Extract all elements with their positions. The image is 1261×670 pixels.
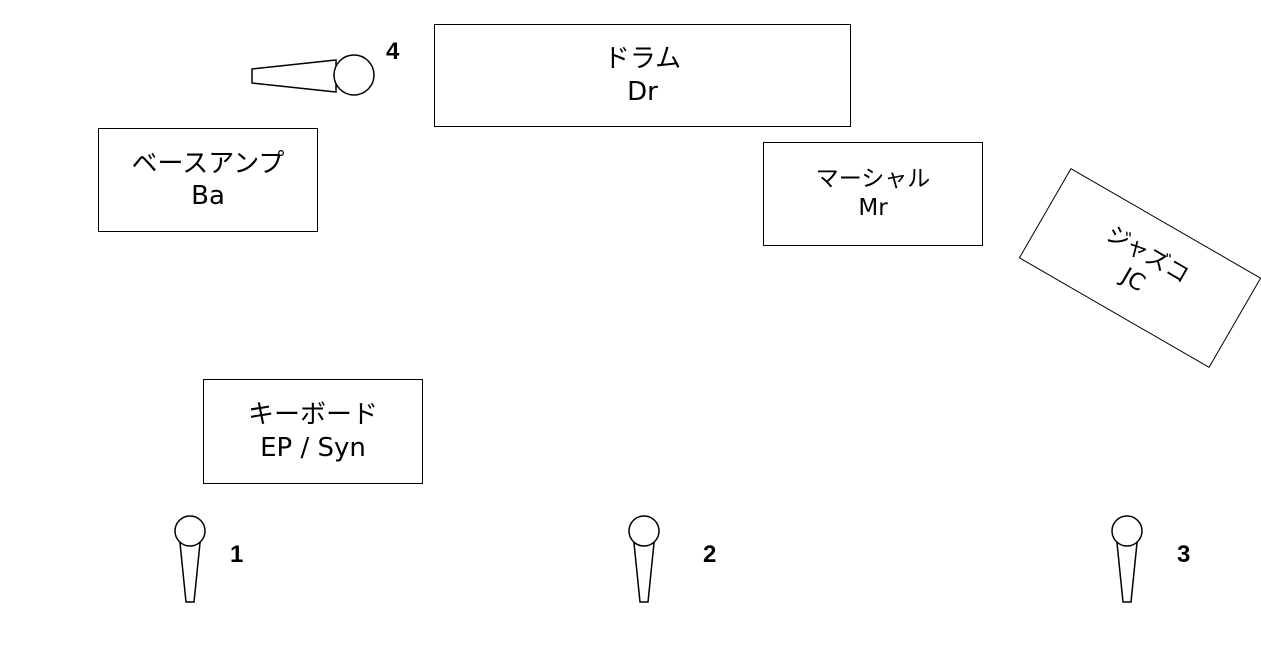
jazz-chorus-label-jp: ジャズコ xyxy=(1101,221,1194,290)
microphone-3-number: 3 xyxy=(1177,541,1191,568)
microphone-4-icon xyxy=(250,52,380,100)
microphone-1-icon xyxy=(172,515,208,605)
bass-amp-box: ベースアンプ Ba xyxy=(98,128,318,232)
drum-label-en: Dr xyxy=(627,76,658,107)
bass-amp-label-en: Ba xyxy=(191,181,225,211)
keyboard-label-en: EP / Syn xyxy=(260,432,366,463)
marshall-label-en: Mr xyxy=(858,195,888,221)
bass-amp-label-jp: ベースアンプ xyxy=(131,148,285,179)
microphone-2-number: 2 xyxy=(703,541,717,568)
microphone-3-icon xyxy=(1109,515,1145,605)
microphone-2-icon xyxy=(626,515,662,605)
jazz-chorus-box: ジャズコ JC xyxy=(1018,167,1261,369)
drum-label-jp: ドラム xyxy=(603,44,682,74)
keyboard-box: キーボード EP / Syn xyxy=(203,379,423,484)
marshall-box: マーシャル Mr xyxy=(763,142,983,246)
marshall-label-jp: マーシャル xyxy=(815,166,931,193)
drum-box: ドラム Dr xyxy=(434,24,851,127)
microphone-1-number: 1 xyxy=(230,541,244,568)
keyboard-label-jp: キーボード xyxy=(247,400,378,430)
microphone-4-number: 4 xyxy=(386,38,400,65)
